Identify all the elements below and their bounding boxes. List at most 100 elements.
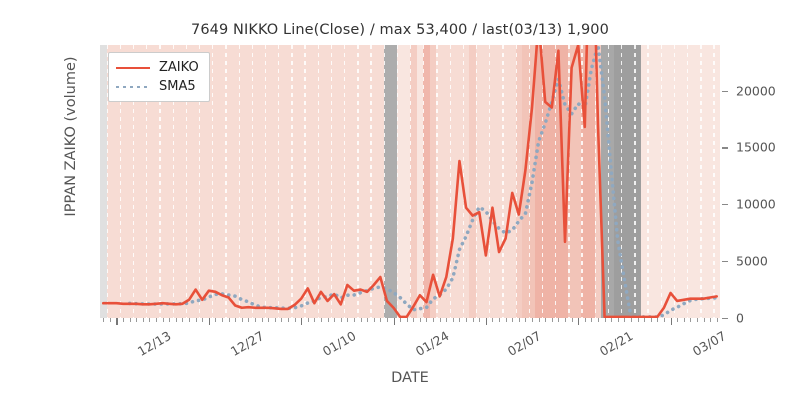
x-axis-tick-minor (472, 318, 474, 322)
x-axis-tick-major (578, 318, 580, 325)
gridline-vertical (291, 45, 293, 318)
y-axis-tick-mark (722, 147, 728, 149)
gridline-vertical (172, 45, 174, 318)
x-axis-tick-minor (696, 318, 698, 322)
x-axis-tick-minor (571, 318, 573, 322)
x-axis-tick-label: 03/07 (689, 328, 729, 360)
gridline-vertical (370, 45, 372, 318)
x-axis-tick-minor (169, 318, 171, 322)
x-axis-tick-minor (703, 318, 705, 322)
x-axis-tick-minor (340, 318, 342, 322)
x-axis-tick-minor (677, 318, 679, 322)
x-axis-tick-minor (136, 318, 138, 322)
x-axis-tick-minor (551, 318, 553, 322)
background-band (594, 45, 602, 318)
x-axis-tick-minor (367, 318, 369, 322)
background-band (423, 45, 430, 318)
x-axis-tick-minor (281, 318, 283, 322)
gridline-vertical (607, 45, 610, 318)
gridline-vertical (687, 45, 689, 318)
gridline-vertical (449, 45, 451, 318)
x-axis-tick-minor (287, 318, 289, 322)
x-axis-tick-minor (710, 318, 712, 322)
gridline-vertical (647, 45, 649, 318)
gridline-vertical (225, 45, 227, 318)
x-axis-tick-minor (433, 318, 435, 322)
x-axis-tick-minor (591, 318, 593, 322)
series-line-sma5 (127, 45, 719, 318)
x-axis-tick-minor (459, 318, 461, 322)
x-axis-tick-minor (373, 318, 375, 322)
x-axis-tick-minor (129, 318, 131, 322)
gridline-vertical (185, 45, 188, 318)
background-band (469, 45, 476, 318)
gridline-vertical (568, 45, 570, 318)
gridline-vertical (304, 45, 306, 318)
x-axis-tick-label: 01/24 (412, 328, 452, 360)
x-axis-tick-minor (103, 318, 105, 322)
x-axis-tick-label: 01/10 (319, 328, 359, 360)
gridline-vertical (264, 45, 267, 318)
x-axis-tick-minor (189, 318, 191, 322)
gridline-vertical (317, 45, 319, 318)
series-line-zaiko (101, 45, 719, 318)
x-axis-tick-major (208, 318, 211, 325)
x-axis-tick-minor (630, 318, 632, 322)
background-band (396, 45, 410, 318)
x-axis-tick-minor (617, 318, 619, 322)
gridline-vertical (555, 45, 557, 318)
x-axis-tick-minor (499, 318, 501, 322)
x-axis-tick-minor (248, 318, 250, 322)
x-axis-tick-minor (195, 318, 197, 322)
x-axis-tick-minor (426, 318, 428, 322)
x-axis-tick-minor (360, 318, 362, 322)
gridline-vertical (159, 45, 161, 318)
x-axis-tick-minor (637, 318, 639, 322)
gridline-vertical (541, 45, 544, 318)
gridline-vertical (212, 45, 214, 318)
x-axis-tick-minor (644, 318, 646, 322)
gridline-vertical (278, 45, 280, 318)
gridline-vertical (700, 45, 702, 318)
x-axis-tick-minor (611, 318, 613, 322)
gridline-vertical (673, 45, 676, 318)
x-axis-tick-minor (690, 318, 692, 322)
x-axis-tick-minor (334, 318, 336, 322)
x-axis-tick-minor (565, 318, 566, 322)
y-axis-tick-label: 5000 (736, 253, 768, 269)
x-axis-tick-minor (109, 318, 111, 322)
x-axis-tick-minor (439, 318, 441, 322)
x-axis-tick-minor (347, 318, 349, 322)
chart-legend[interactable]: ZAIKO SMA5 (108, 52, 210, 102)
x-axis-tick-major (301, 318, 303, 325)
y-axis-label: IPPAN ZAIKO (volume) (63, 56, 79, 217)
x-axis-tick-minor (650, 318, 652, 322)
chart-title: 7649 NIKKO Line(Close) / max 53,400 / la… (191, 22, 609, 38)
x-axis-tick-minor (419, 318, 421, 322)
x-axis-tick-minor (663, 318, 665, 322)
x-axis-tick-minor (142, 318, 144, 322)
plot-wrapper: ZAIKO SMA5 (100, 45, 720, 318)
gridline-vertical (502, 45, 504, 318)
legend-item-zaiko[interactable]: ZAIKO (116, 58, 199, 77)
legend-label-zaiko: ZAIKO (159, 60, 199, 75)
gridline-vertical (198, 45, 201, 318)
series-layer (101, 45, 719, 318)
legend-item-sma5[interactable]: SMA5 (116, 77, 199, 96)
x-axis-tick-minor (525, 318, 527, 322)
x-axis-tick-minor (406, 318, 408, 322)
y-axis-tick-label: 15000 (736, 139, 776, 155)
gridline-vertical (713, 45, 715, 318)
gridline-vertical (621, 45, 623, 318)
x-axis-tick-minor (657, 318, 659, 322)
x-axis-tick-minor (215, 318, 217, 322)
legend-swatch-sma5-icon (116, 81, 150, 93)
gridline-vertical (528, 45, 531, 318)
background-band (100, 45, 107, 318)
x-axis-tick-minor (353, 318, 355, 322)
x-axis-tick-label: 12/13 (135, 328, 175, 360)
x-axis-tick-minor (327, 318, 329, 322)
gridline-vertical (489, 45, 491, 318)
y-axis-tick-mark (722, 318, 728, 320)
gridlines-layer (100, 45, 720, 318)
